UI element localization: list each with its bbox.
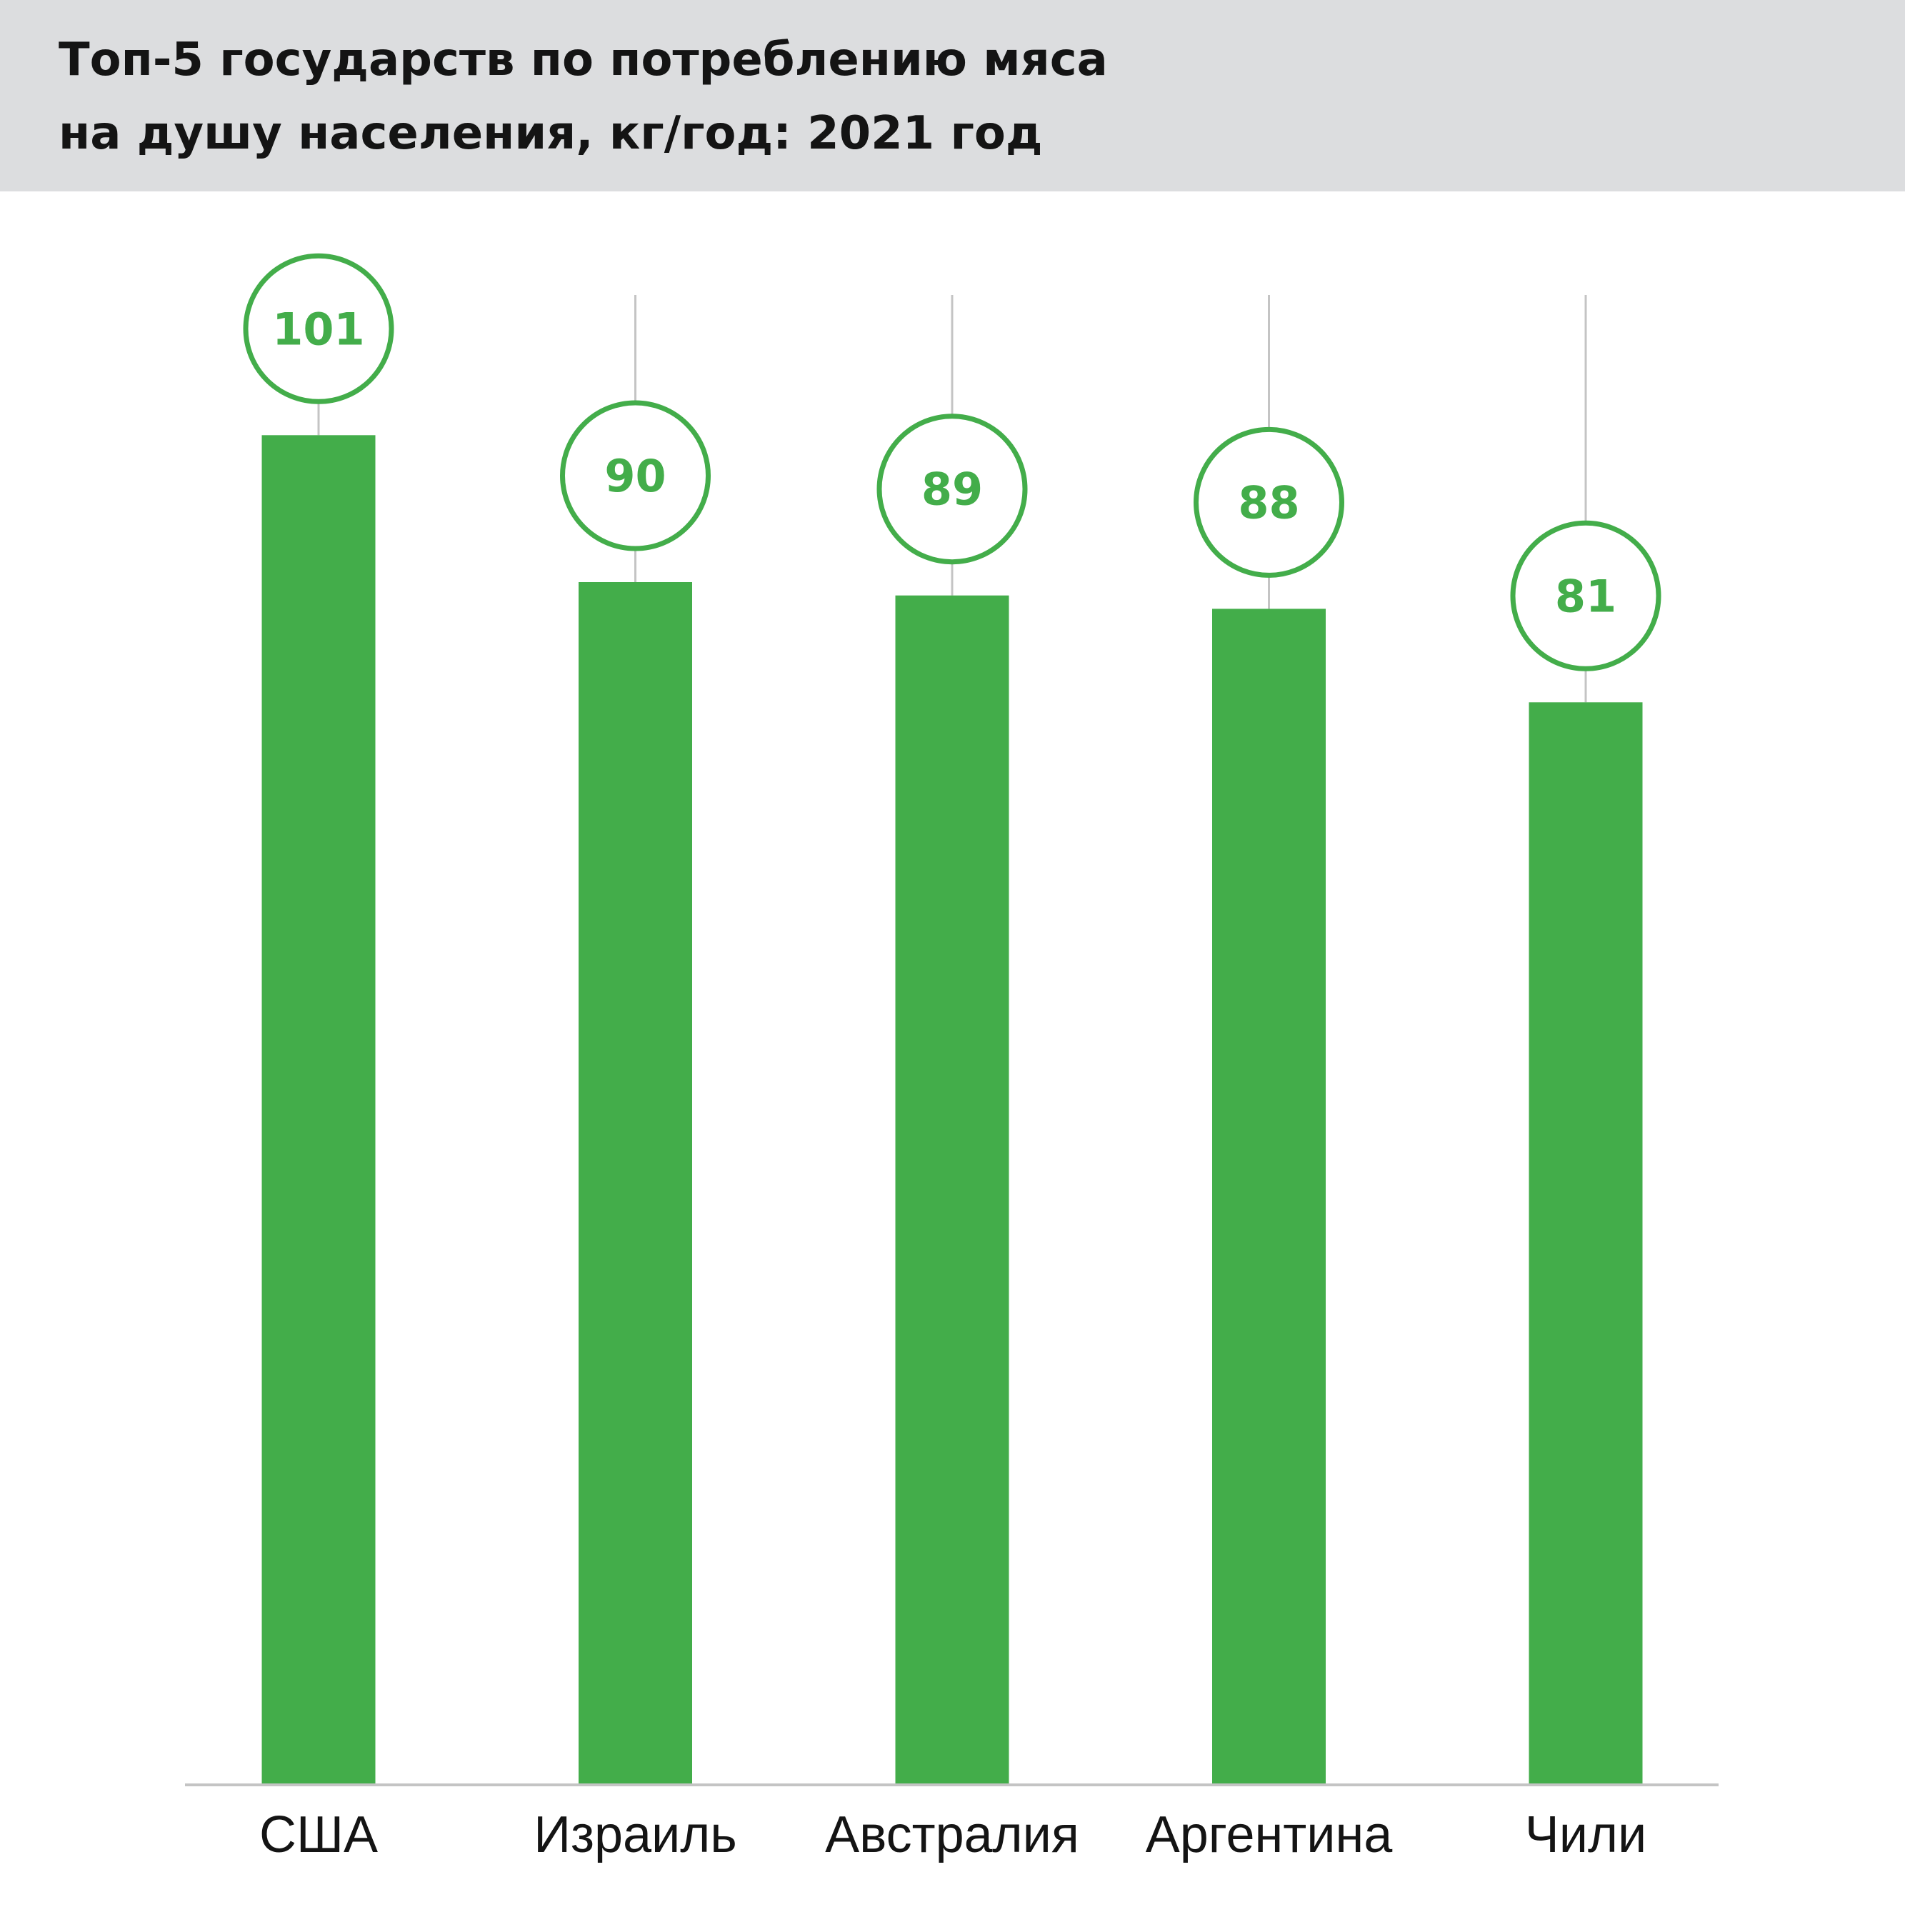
chart-title-line-2: на душу населения, кг/год: 2021 год	[59, 107, 1043, 160]
data-label: 89	[921, 464, 983, 516]
bar	[579, 582, 692, 1784]
category-label: Израиль	[534, 1806, 737, 1863]
bar	[1529, 702, 1643, 1784]
value-label-ring	[1510, 520, 1661, 671]
bar	[895, 595, 1009, 1785]
category-label: Аргентина	[1146, 1806, 1394, 1863]
data-label: 81	[1555, 570, 1616, 622]
category-label: Чили	[1525, 1806, 1646, 1863]
chart-title-line-1: Топ-5 государств по потреблению мяса	[59, 34, 1108, 86]
value-label-ring	[243, 253, 394, 404]
bar	[1212, 609, 1326, 1784]
bar	[261, 435, 376, 1784]
category-label: Австралия	[825, 1806, 1079, 1863]
value-label-ring	[1194, 426, 1344, 578]
data-label: 90	[604, 450, 666, 502]
data-label: 88	[1238, 476, 1299, 529]
chart-header: Топ-5 государств по потреблению мяса на …	[0, 0, 1905, 191]
value-label-ring	[560, 400, 711, 551]
category-label: США	[259, 1806, 378, 1863]
data-label: 101	[272, 303, 364, 355]
value-label-ring	[876, 414, 1028, 565]
